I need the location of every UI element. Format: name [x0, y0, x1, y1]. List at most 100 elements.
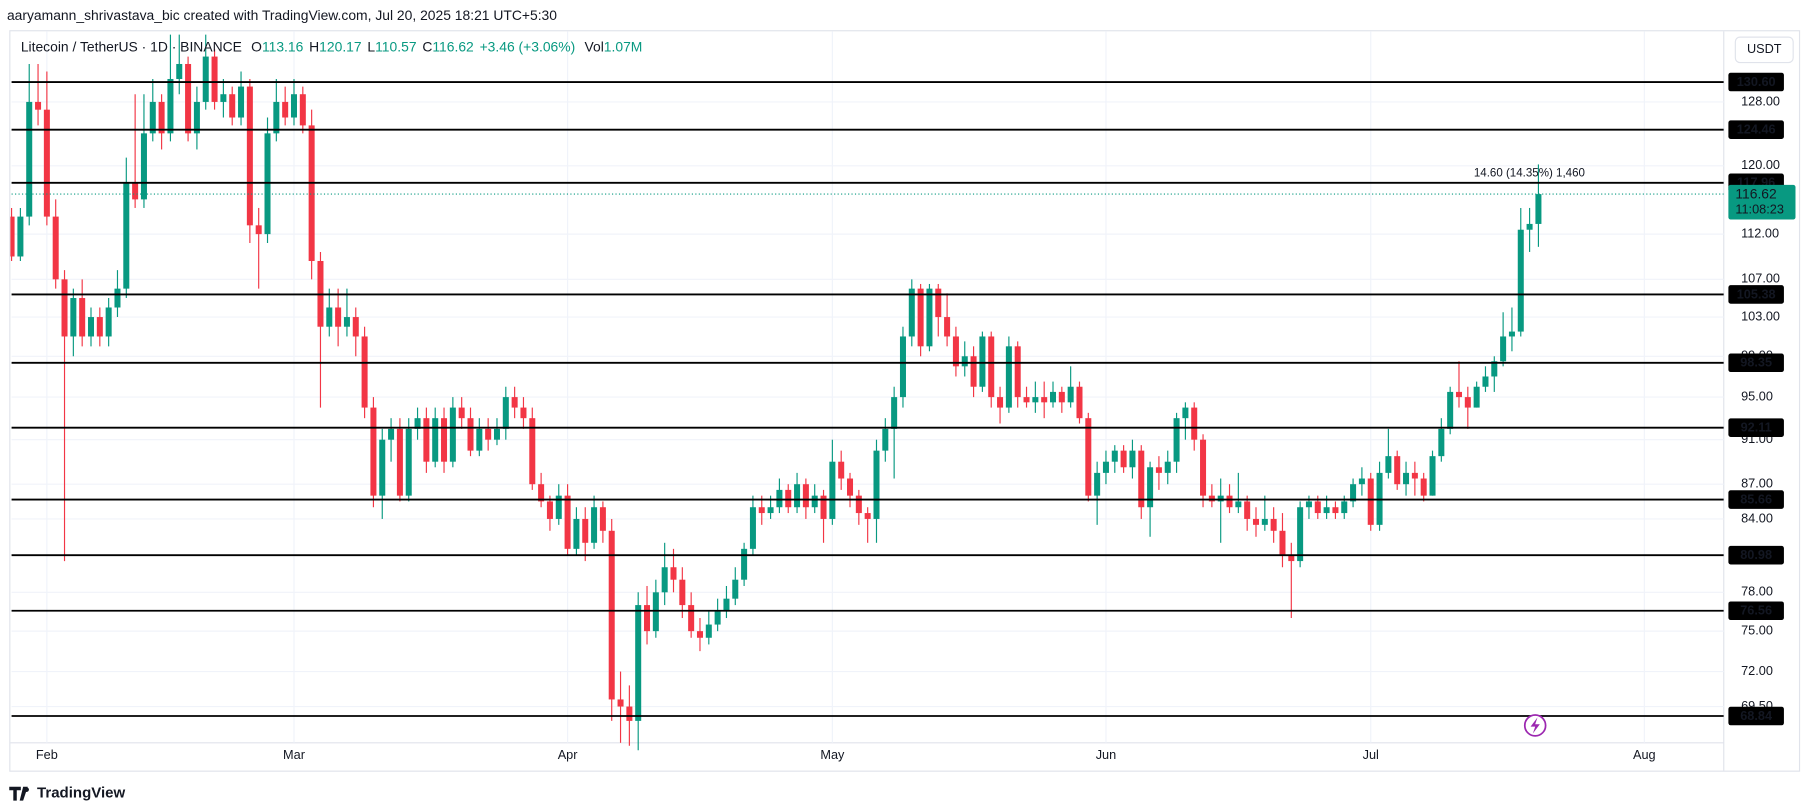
candle-body	[1394, 456, 1401, 485]
level-label-box	[1728, 418, 1784, 437]
candle-body	[1367, 478, 1374, 525]
candle-body	[988, 336, 995, 398]
candle-body	[1164, 461, 1171, 473]
level-label: 124.46	[1737, 122, 1776, 137]
legend-key: H	[309, 38, 319, 54]
candle-body	[847, 478, 854, 496]
candle-body	[255, 225, 262, 235]
candle-body	[723, 598, 730, 612]
x-tick-label: Apr	[558, 747, 579, 762]
candle-body	[458, 407, 465, 419]
candle-body	[1067, 386, 1074, 403]
candle-body	[202, 56, 209, 102]
level-label: 130.60	[1737, 74, 1776, 89]
candle-body	[1041, 397, 1048, 403]
candle-body	[140, 133, 147, 200]
candle-body	[1191, 407, 1198, 440]
candle-body	[1182, 407, 1189, 419]
x-tick-label: May	[820, 747, 845, 762]
candle-body	[696, 631, 703, 638]
candle-body	[882, 428, 889, 451]
legend-key: Vol	[584, 38, 603, 54]
candle-body	[564, 495, 571, 549]
candle-body	[1429, 456, 1436, 496]
candle-body	[396, 428, 403, 496]
candle-body	[820, 495, 827, 519]
candle-body	[502, 397, 509, 429]
candle-body	[644, 605, 651, 632]
candle-body	[246, 86, 253, 226]
candle-body	[1438, 428, 1445, 457]
candle-body	[1235, 501, 1242, 508]
candle-body	[1102, 461, 1109, 473]
candle-body	[1076, 386, 1083, 419]
candle-body	[485, 428, 492, 440]
candle-body	[43, 109, 50, 217]
tv-logo	[9, 786, 28, 801]
candle-body	[1420, 478, 1427, 496]
candle-body	[952, 336, 959, 367]
level-label: 98.35	[1740, 355, 1772, 370]
candle-body	[1385, 456, 1392, 473]
candle-body	[767, 507, 774, 514]
candle-body	[423, 418, 430, 462]
candle-body	[1129, 450, 1136, 468]
candle-body	[899, 336, 906, 398]
legend-value: 1.07M	[604, 38, 643, 54]
candle-body	[732, 579, 739, 599]
candle-body	[1217, 495, 1224, 502]
level-label-box	[1728, 120, 1784, 139]
level-label-box	[1728, 353, 1784, 373]
candle-body	[1288, 554, 1295, 562]
candle-body	[343, 317, 350, 327]
candle-body	[608, 530, 615, 700]
candle-body	[1155, 467, 1162, 473]
candle-body	[96, 317, 103, 337]
last-price-box	[1728, 184, 1796, 220]
candle-body	[114, 288, 121, 308]
x-tick-label: Mar	[283, 747, 306, 762]
currency-button[interactable]	[1734, 36, 1794, 64]
candle-body	[1279, 530, 1286, 555]
candle-body	[1464, 397, 1471, 408]
candle-body	[52, 216, 59, 280]
candle-body	[997, 397, 1004, 408]
header: aaryamann_shrivastava_bic created with T…	[7, 7, 557, 23]
candle-body	[1005, 346, 1012, 408]
x-tick-label: Jul	[1363, 747, 1379, 762]
candle-body	[591, 507, 598, 543]
candle-body	[1138, 450, 1145, 508]
candle-body	[688, 605, 695, 632]
candle-body	[193, 101, 200, 134]
y-tick-label: 107.00	[1741, 271, 1780, 286]
candle-body	[1297, 507, 1304, 562]
candle-body	[802, 484, 809, 508]
candle-body	[1482, 376, 1489, 387]
candle-body	[1473, 386, 1480, 408]
candle-body	[961, 356, 968, 367]
plot-area	[10, 34, 1724, 751]
level-label: 85.66	[1740, 492, 1772, 507]
candle-body	[414, 418, 421, 429]
candle-body	[1252, 518, 1260, 525]
candle-body	[290, 94, 298, 118]
candle-body	[926, 288, 933, 347]
candle-body	[1111, 450, 1118, 462]
level-label: 92.11	[1741, 420, 1772, 435]
currency[interactable]: USDT	[1747, 41, 1782, 56]
candle-body	[476, 428, 483, 451]
event-bolt	[1530, 717, 1540, 734]
candle-body	[352, 317, 359, 337]
y-tick-label: 87.00	[1741, 476, 1773, 491]
candle-body	[635, 605, 642, 721]
candle-body	[785, 489, 792, 508]
level-label: 68.84	[1740, 708, 1772, 723]
frame	[9, 30, 1801, 772]
tv-logo-dot	[24, 787, 29, 792]
candle-body	[749, 507, 756, 549]
candle-body	[714, 611, 721, 625]
candle-body	[891, 397, 898, 429]
candle-body	[661, 567, 668, 593]
candle-body	[26, 101, 33, 217]
